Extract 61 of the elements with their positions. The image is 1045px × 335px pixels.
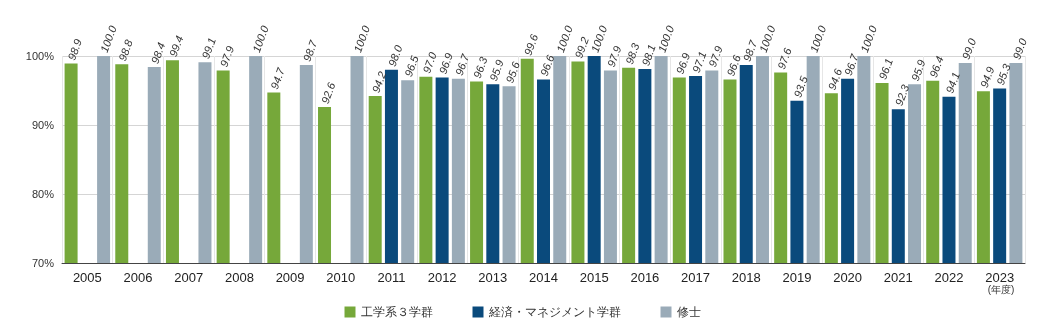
x-tick-label: 2007 [174,270,204,285]
x-tick-label: 2009 [275,270,305,285]
x-tick-label: 2019 [782,270,812,285]
x-tick-label: 2023 [985,270,1015,285]
data-label: 100.0 [97,23,119,55]
x-tick-label: 2017 [681,270,711,285]
y-tick-label: 90% [31,119,55,131]
data-label: 92.6 [318,80,338,106]
x-tick-label: 2022 [934,270,964,285]
data-label: 98.0 [385,42,405,68]
y-tick-label: 70% [31,257,55,269]
x-tick-label: 2013 [478,270,508,285]
x-tick-label: 2021 [883,270,913,285]
data-label: 94.1 [943,70,962,95]
y-tick-label: 100% [25,50,55,62]
data-label: 100.0 [858,23,880,55]
data-label: 94.2 [369,69,389,95]
data-label: 99.1 [199,36,218,61]
data-label: 94.9 [977,65,997,90]
data-label: 94.7 [268,65,288,91]
y-tick-label: 80% [31,188,55,200]
data-label: 95.3 [994,61,1013,87]
x-tick-label: 2010 [326,270,356,285]
data-label: 96.4 [927,54,946,79]
data-label: 99.4 [166,33,186,59]
x-tick-label: 2015 [579,270,609,285]
data-label: 95.6 [503,59,523,85]
x-tick-label: 2006 [123,270,153,285]
data-label: 96.5 [402,53,421,79]
data-label: 96.1 [876,56,895,81]
x-tick-label: 2014 [529,270,558,285]
data-label: 98.3 [622,40,642,66]
data-label: 99.0 [959,35,979,61]
data-label: 97.9 [217,44,237,69]
data-label: 98.7 [300,37,320,64]
x-tick-label: 2008 [224,270,254,285]
legend-label: 修士 [676,305,701,319]
data-label: 100.0 [250,23,271,55]
data-label: 100.0 [807,23,829,55]
data-label: 98.4 [148,40,168,66]
x-tick-label: 2020 [833,270,863,285]
data-label: 100.0 [351,23,373,55]
legend-label: 工学系３学群 [360,305,433,319]
x-tick-label: 2016 [630,270,660,285]
legend-label: 経済・マネジメント学群 [487,305,621,319]
data-label: 98.8 [116,37,136,63]
data-label: 95.9 [908,58,928,83]
text: (年度) [987,283,1015,295]
data-label: 95.9 [487,58,506,83]
x-tick-label: 2018 [731,270,761,285]
x-tick-label: 2005 [72,270,102,285]
data-label: 99.0 [1010,35,1030,61]
data-label: 98.1 [639,42,658,68]
data-label: 98.9 [65,37,85,62]
x-tick-label: 2012 [427,270,457,285]
data-label: 97.6 [775,45,794,71]
data-label: 96.3 [470,54,490,80]
data-label: 93.5 [791,73,811,99]
x-tick-label: 2011 [377,270,406,285]
data-label: 97.9 [706,44,725,69]
data-label: 92.3 [892,82,912,108]
